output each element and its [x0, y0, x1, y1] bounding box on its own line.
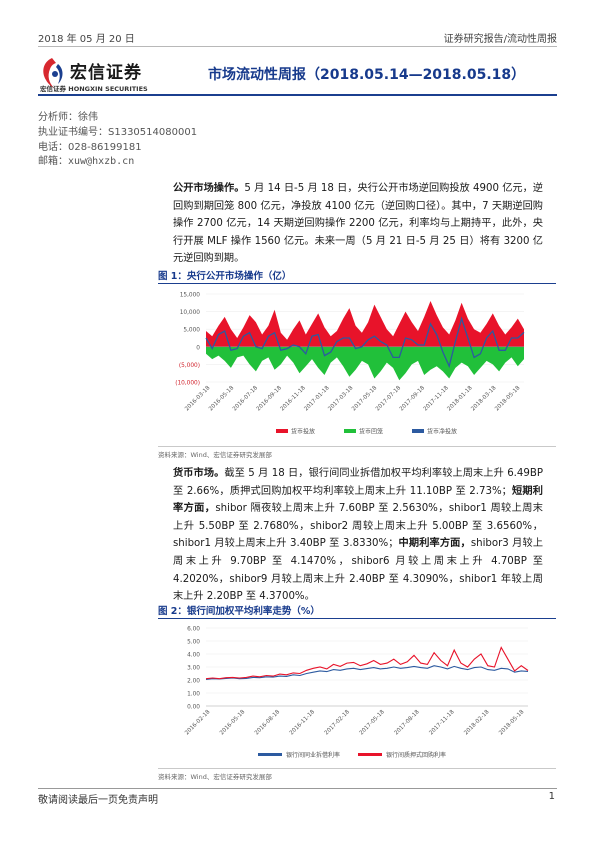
mid-term-lead: 中期利率方面，: [398, 538, 471, 550]
open-market-paragraph: 公开市场操作。5 月 14 日-5 月 18 日，央行公开市场逆回购投放 490…: [173, 180, 543, 268]
figure-1-divider: [158, 283, 556, 284]
figure-2-divider: [158, 618, 556, 619]
figure-1-bottom-divider: [158, 446, 556, 447]
chart2-x-tick: 2018-05-18: [498, 709, 526, 737]
chart2-x-tick: 2016-11-18: [289, 709, 317, 737]
chart2-x-tick: 2017-11-18: [428, 709, 456, 737]
page-number: 1: [548, 791, 555, 802]
open-market-lead: 公开市场操作。: [173, 183, 245, 194]
chart2-series-0: [205, 665, 529, 680]
figure-1-source: 资料来源：Wind、宏信证券研究发展部: [158, 451, 272, 459]
chart1-legend-swatch: [344, 429, 356, 433]
chart2-y-tick: 3.00: [187, 666, 200, 672]
chart2-x-tick: 2017-08-18: [394, 709, 422, 737]
money-market-paragraph: 货币市场。截至 5 月 18 日，银行间同业拆借加权平均利率较上周末上升 6.4…: [173, 468, 544, 603]
figure-2-source: 资料来源：Wind、宏信证券研究发展部: [158, 773, 272, 781]
chart2-x-tick: 2017-02-18: [324, 709, 352, 737]
chart2-legend-swatch: [258, 753, 282, 756]
chart1-legend-label: 货币回笼: [359, 428, 383, 436]
chart2-x-tick: 2016-02-18: [184, 709, 212, 737]
figure-1-title: 图 1：央行公开市场操作（亿）: [158, 271, 292, 282]
chart1-y-tick: (10,000): [175, 381, 200, 387]
header-divider: [38, 46, 557, 47]
analyst-email: 邮箱：xuw@hxzb.cn: [38, 156, 135, 167]
brand-name-en: 宏信证券 HONGXIN SECURITIES: [40, 85, 148, 93]
short-term-lead: 短期利率方面，: [173, 485, 543, 515]
chart2-x-tick: 2016-08-18: [254, 709, 282, 737]
chart1-legend-label: 货币投放: [291, 428, 315, 436]
chart2-x-tick: 2016-05-18: [219, 709, 247, 737]
chart1-x-tick: 2018-05-18: [494, 385, 522, 413]
report-category: 证券研究报告/流动性周报: [443, 34, 557, 45]
brand-name-cn: 宏信证券: [70, 63, 142, 83]
chart2-y-tick: 4.00: [187, 653, 200, 659]
chart1-y-tick: 10,000: [180, 310, 201, 316]
chart2-legend-label: 银行间质押式回购利率: [386, 751, 446, 759]
chart2-series-1: [205, 646, 529, 680]
brand-logo-icon: [43, 58, 63, 88]
footer-disclaimer: 敬请阅读最后一页免责声明: [38, 795, 158, 806]
footer-divider: [38, 788, 557, 789]
chart2-legend-label: 银行间同业拆借利率: [286, 751, 340, 759]
open-market-text: 5 月 14 日-5 月 18 日，央行公开市场逆回购投放 4900 亿元，逆回…: [173, 183, 543, 265]
report-title: 市场流动性周报（2018.05.14—2018.05.18）: [208, 67, 526, 83]
chart2-y-tick: 0.00: [187, 705, 200, 711]
analyst-name: 分析师：徐伟: [38, 112, 98, 123]
report-date: 2018 年 05 月 20 日: [38, 34, 135, 45]
chart2-x-tick: 2018-02-18: [463, 709, 491, 737]
chart1-series-net: [205, 316, 525, 369]
chart2-y-tick: 2.00: [187, 679, 200, 685]
chart1-legend-swatch: [412, 429, 424, 433]
chart2-y-tick: 6.00: [187, 627, 200, 633]
chart1-legend-label: 货币净投放: [427, 428, 457, 436]
analyst-phone: 电话：028-86199181: [38, 142, 142, 153]
chart1-legend-swatch: [276, 429, 288, 433]
chart1-y-tick: 15,000: [180, 293, 201, 299]
chart2-x-tick: 2017-05-18: [359, 709, 387, 737]
figure-2-title: 图 2：银行间加权平均利率走势（%）: [158, 606, 320, 617]
chart2-legend-swatch: [358, 753, 382, 756]
analyst-license: 执业证书编号：S1330514080001: [38, 127, 198, 138]
chart2-y-tick: 1.00: [187, 692, 200, 698]
chart1-series-withdraw: [206, 346, 524, 381]
open-market-chart: 15,00010,0005,0000(5,000)(10,000)2016-03…: [175, 293, 525, 436]
chart1-y-tick: 5,000: [183, 328, 200, 334]
chart2-y-tick: 5.00: [187, 640, 200, 646]
chart1-series-inject: [206, 301, 524, 347]
chart1-y-tick: (5,000): [179, 363, 200, 369]
title-divider: [38, 94, 557, 96]
figure-2-bottom-divider: [158, 768, 556, 769]
money-market-lead: 货币市场。: [173, 468, 225, 479]
chart1-y-tick: 0: [196, 345, 200, 351]
